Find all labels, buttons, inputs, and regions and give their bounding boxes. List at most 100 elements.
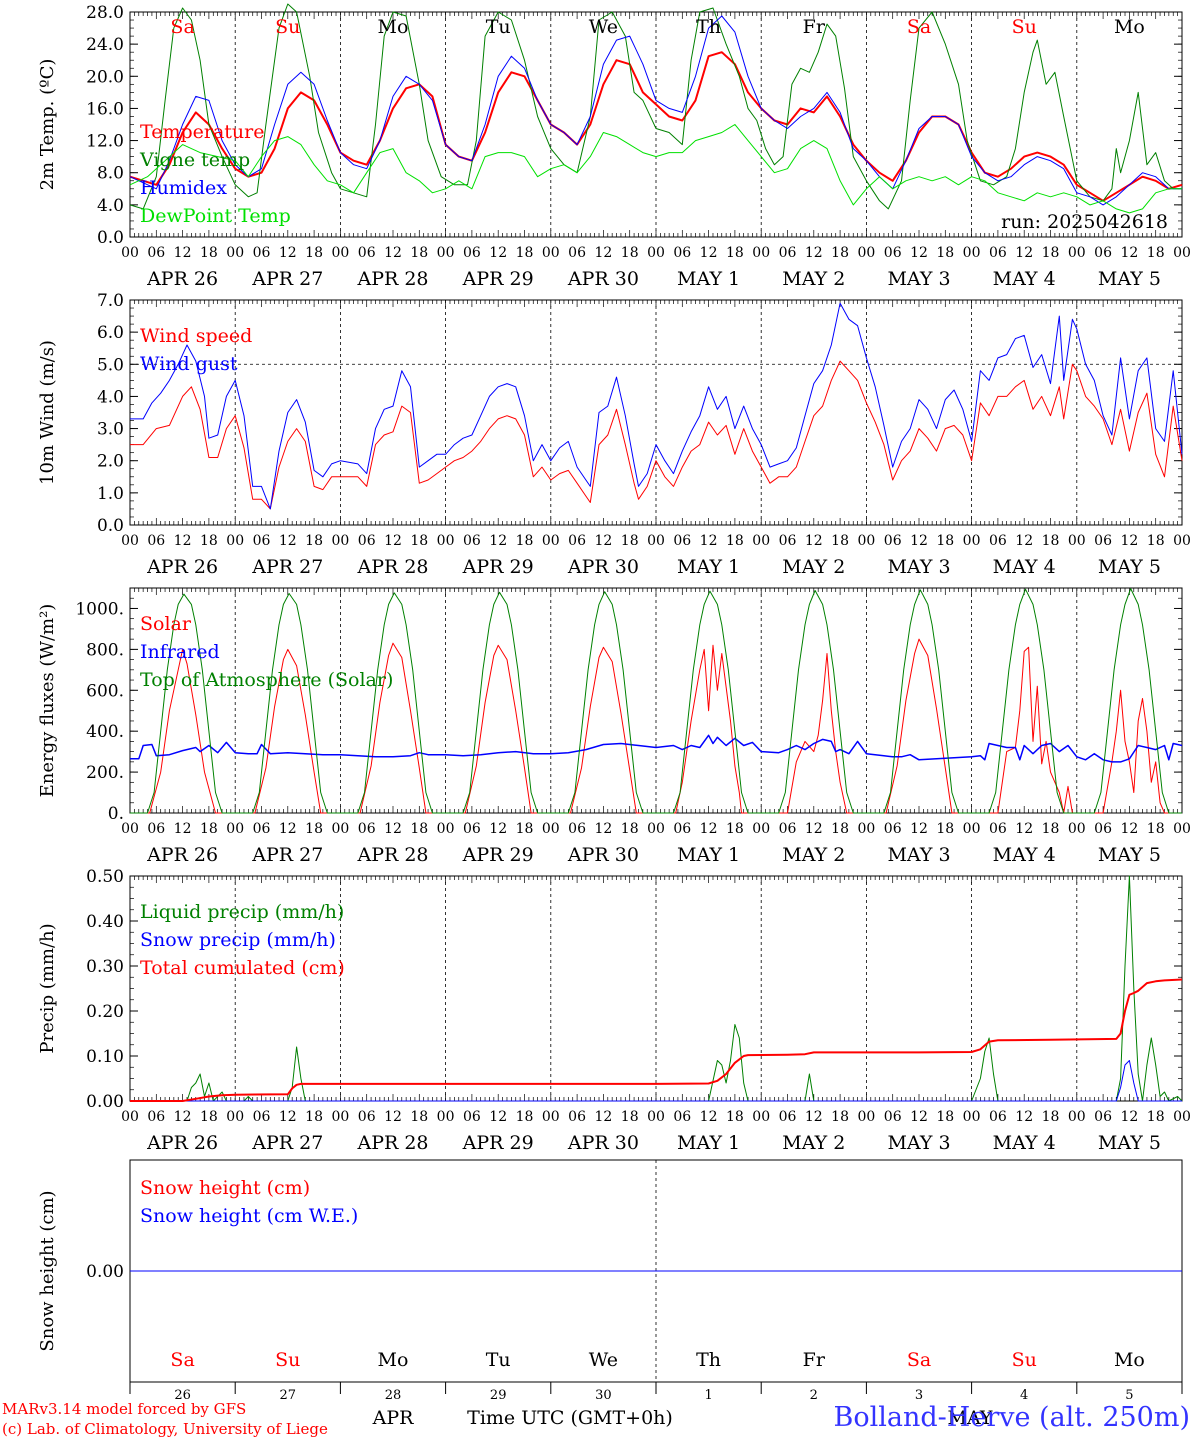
panel-4: 0.00 Snow height (cm) Snow height (cm) Snow… xyxy=(37,1159,1183,1392)
day-number-label: 29 xyxy=(490,1388,507,1403)
date-label: APR 30 xyxy=(567,268,639,290)
date-label: MAY 4 xyxy=(993,844,1056,866)
day-number-label: 2 xyxy=(810,1388,818,1403)
y-axis-label: Energy fluxes (W/m²) xyxy=(37,604,58,798)
day-number-label: 3 xyxy=(915,1388,923,1403)
date-label: APR 28 xyxy=(356,556,428,578)
hour-tick-label: 12 xyxy=(489,821,507,837)
hour-tick-label: 06 xyxy=(989,245,1007,261)
hour-tick-label: 12 xyxy=(384,533,402,549)
hour-tick-label: 12 xyxy=(489,533,507,549)
weekday-label-bottom: We xyxy=(589,1349,618,1371)
day-number-label: 5 xyxy=(1125,1388,1133,1403)
hour-tick-label: 06 xyxy=(358,533,376,549)
hour-tick-label: 12 xyxy=(1120,1109,1138,1125)
hour-tick-label: 12 xyxy=(594,821,612,837)
date-label: APR 30 xyxy=(567,844,639,866)
hour-tick-label: 06 xyxy=(147,821,165,837)
hour-tick-label: 12 xyxy=(700,245,718,261)
weekday-label-top: Su xyxy=(275,16,300,38)
y-tick-label: 12.0 xyxy=(86,132,124,152)
date-label: APR 28 xyxy=(356,1132,428,1154)
date-label: MAY 1 xyxy=(677,268,740,290)
date-label: APR 27 xyxy=(251,844,323,866)
weekday-label-top: Sa xyxy=(907,16,931,38)
panel-0: 0.0 4.0 8.0 12.0 16.0 20.0 24.0 28.0 2m Temp. (º… xyxy=(37,3,1191,290)
hour-tick-label: 00 xyxy=(226,1109,244,1125)
date-label: MAY 5 xyxy=(1098,1132,1161,1154)
hour-tick-label: 12 xyxy=(1015,1109,1033,1125)
date-label: MAY 5 xyxy=(1098,844,1161,866)
weekday-label-top: Mo xyxy=(378,16,409,38)
hour-tick-label: 12 xyxy=(384,821,402,837)
panel-2: 0. 200. 400. 600. 800. 1000. Energy fluxes (W/… xyxy=(37,587,1191,866)
hour-tick-label: 12 xyxy=(805,821,823,837)
hour-tick-label: 06 xyxy=(463,245,481,261)
series-line-snow-precip-mm-h- xyxy=(130,1060,1182,1102)
hour-tick-label: 18 xyxy=(200,245,218,261)
y-tick-label: 0. xyxy=(108,804,124,824)
hour-tick-label: 18 xyxy=(621,533,639,549)
hour-tick-label: 06 xyxy=(779,821,797,837)
hour-tick-label: 06 xyxy=(673,1109,691,1125)
hour-tick-label: 06 xyxy=(779,533,797,549)
hour-tick-label: 18 xyxy=(936,245,954,261)
legend-entry: Top of Atmosphere (Solar) xyxy=(140,669,393,691)
hour-tick-label: 00 xyxy=(647,245,665,261)
hour-tick-label: 18 xyxy=(200,533,218,549)
weekday-label-bottom: Mo xyxy=(378,1349,409,1371)
hour-tick-label: 18 xyxy=(1147,1109,1165,1125)
hour-tick-label: 00 xyxy=(226,245,244,261)
hour-tick-label: 00 xyxy=(857,821,875,837)
date-label: MAY 2 xyxy=(782,268,845,290)
hour-tick-label: 12 xyxy=(279,245,297,261)
plot-frame xyxy=(129,587,1183,814)
y-tick-label: 20.0 xyxy=(86,67,124,87)
hour-tick-label: 12 xyxy=(1120,533,1138,549)
day-number-label: 26 xyxy=(174,1388,191,1403)
hour-tick-label: 12 xyxy=(805,533,823,549)
hour-tick-label: 00 xyxy=(752,821,770,837)
y-tick-label: 200. xyxy=(86,763,124,783)
legend-entry: Solar xyxy=(140,613,192,635)
month-label-apr: APR xyxy=(372,1407,415,1429)
hour-tick-label: 00 xyxy=(963,1109,981,1125)
date-label: MAY 3 xyxy=(887,844,950,866)
series-line-liquid-precip-mm-h- xyxy=(130,875,1183,1102)
hour-tick-label: 18 xyxy=(621,245,639,261)
y-tick-label: 7.0 xyxy=(97,291,124,311)
hour-tick-label: 12 xyxy=(384,1109,402,1125)
hour-tick-label: 18 xyxy=(726,245,744,261)
day-number-label: 27 xyxy=(280,1388,297,1403)
legend-entry: Liquid precip (mm/h) xyxy=(140,901,344,923)
hour-tick-label: 06 xyxy=(147,1109,165,1125)
date-label: APR 28 xyxy=(356,268,428,290)
y-axis-label: 10m Wind (m/s) xyxy=(37,340,58,485)
hour-tick-label: 00 xyxy=(1068,245,1086,261)
hour-tick-label: 00 xyxy=(963,245,981,261)
hour-tick-label: 06 xyxy=(989,533,1007,549)
date-label: APR 26 xyxy=(146,844,218,866)
y-axis-label: Snow height (cm) xyxy=(37,1190,58,1351)
y-tick-label: 0.0 xyxy=(97,516,124,536)
y-tick-label: 0.50 xyxy=(86,867,124,887)
y-tick-label: 600. xyxy=(86,681,124,701)
date-label: MAY 1 xyxy=(677,844,740,866)
legend-entry: Snow precip (mm/h) xyxy=(140,929,336,951)
date-label: MAY 4 xyxy=(993,268,1056,290)
hour-tick-label: 00 xyxy=(121,1109,139,1125)
hour-tick-label: 00 xyxy=(121,821,139,837)
date-label: APR 26 xyxy=(146,1132,218,1154)
y-axis-label: Precip (mm/h) xyxy=(37,923,58,1053)
hour-tick-label: 12 xyxy=(1120,245,1138,261)
y-tick-label: 400. xyxy=(86,722,124,742)
y-tick-label: 0.30 xyxy=(86,957,124,977)
y-tick-label: 6.0 xyxy=(97,323,124,343)
hour-tick-label: 06 xyxy=(568,533,586,549)
hour-tick-label: 12 xyxy=(1015,245,1033,261)
weekday-label-bottom: Su xyxy=(275,1349,300,1371)
y-tick-label: 1.0 xyxy=(97,484,124,504)
date-label: APR 27 xyxy=(251,556,323,578)
hour-tick-label: 12 xyxy=(174,245,192,261)
hour-tick-label: 18 xyxy=(305,821,323,837)
